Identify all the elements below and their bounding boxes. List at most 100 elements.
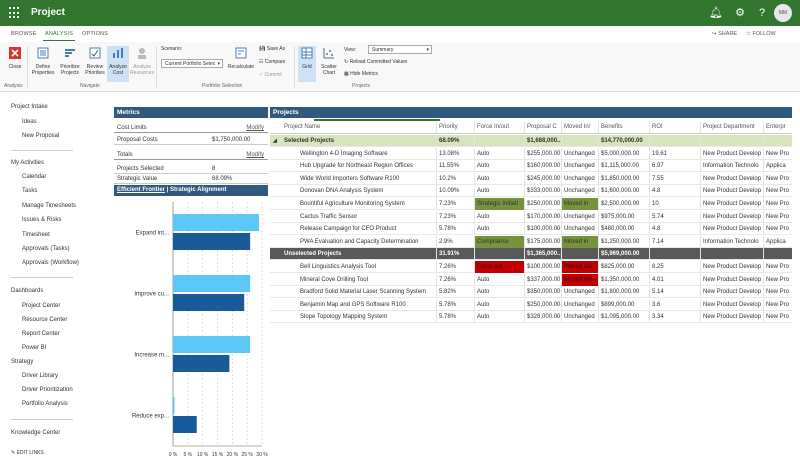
nav-resource-center[interactable]: Resource Center xyxy=(22,317,68,323)
table-cell[interactable]: $100,000.00 xyxy=(525,223,562,236)
help-icon[interactable]: ? xyxy=(758,7,766,19)
table-cell[interactable]: 19.61 xyxy=(650,147,701,160)
table-cell[interactable]: $333,000.00 xyxy=(525,185,562,198)
table-cell[interactable]: $350,000.00 xyxy=(525,286,562,299)
table-cell[interactable]: $5,000,000.00 xyxy=(599,147,650,160)
scatter-chart-button[interactable]: Scatter Chart xyxy=(318,46,340,76)
table-cell[interactable]: $160,000.00 xyxy=(525,160,562,173)
table-cell[interactable] xyxy=(650,135,701,147)
table-cell[interactable]: Auto xyxy=(475,172,525,185)
table-cell[interactable]: New Product Develop xyxy=(701,172,764,185)
table-cell[interactable]: 2.9% xyxy=(437,235,475,248)
table-cell[interactable]: Auto xyxy=(475,210,525,223)
table-cell[interactable]: Auto xyxy=(475,298,525,311)
table-cell[interactable]: Wellington 4-D Imaging Software xyxy=(298,147,437,160)
group-row[interactable]: ◢ Selected Projects 68.09% $1,688,000... $14… xyxy=(270,135,792,147)
column-header[interactable]: Project Department xyxy=(701,121,764,133)
table-cell[interactable]: $1,850,000.00 xyxy=(599,172,650,185)
table-cell[interactable]: New Product Develop xyxy=(701,147,764,160)
table-cell[interactable] xyxy=(475,248,525,261)
nav-portfolio-analysis[interactable]: Portfolio Analysis xyxy=(22,401,68,407)
table-cell[interactable]: Information Technolo xyxy=(701,235,764,248)
table-cell[interactable]: 10.09% xyxy=(437,185,475,198)
prioritize-projects-button[interactable]: Prioritize Projects xyxy=(57,46,83,76)
bell-icon[interactable]: 🔔︎ xyxy=(709,7,723,19)
table-cell[interactable]: 6.97 xyxy=(650,160,701,173)
nav-approvals-workflow[interactable]: Approvals (Workflow) xyxy=(22,260,79,266)
table-cell[interactable]: New Pro xyxy=(764,261,792,273)
define-properties-button[interactable]: Define Properties xyxy=(30,46,56,76)
table-cell[interactable]: $250,000.00 xyxy=(525,298,562,311)
table-cell[interactable]: Unchanged xyxy=(562,210,599,223)
table-cell[interactable]: Donovan DNA Analysis System xyxy=(298,185,437,198)
tab-analysis[interactable]: ANALYSIS xyxy=(42,31,76,41)
edit-links-button[interactable]: ✎ EDIT LINKS xyxy=(11,450,44,456)
table-cell[interactable]: Auto xyxy=(475,311,525,324)
table-cell[interactable]: $825,000.00 xyxy=(599,261,650,273)
table-cell[interactable]: $1,115,000.00 xyxy=(599,160,650,173)
nav-my-activities[interactable]: My Activities xyxy=(11,160,45,166)
nav-issues-risks[interactable]: Issues & Risks xyxy=(22,217,62,223)
table-cell[interactable]: 13.08% xyxy=(437,147,475,160)
table-cell[interactable]: Slope Topology Mapping System xyxy=(298,311,437,324)
table-row[interactable]: Cactus Traffic Sensor 7.23% Auto $170,000.0… xyxy=(270,210,792,223)
table-cell[interactable]: Auto xyxy=(475,160,525,173)
table-cell[interactable]: 8.25 xyxy=(650,261,701,273)
table-cell[interactable]: Auto xyxy=(475,286,525,299)
table-cell[interactable]: $1,350,000.00 xyxy=(599,273,650,286)
nav-driver-library[interactable]: Driver Library xyxy=(22,373,59,379)
table-cell[interactable]: Auto xyxy=(475,273,525,286)
app-title[interactable]: Project xyxy=(31,7,65,18)
table-cell[interactable]: Strategic Initiati xyxy=(475,198,525,210)
table-cell[interactable]: 7.23% xyxy=(437,210,475,223)
table-cell[interactable]: 7.26% xyxy=(437,261,475,273)
table-cell[interactable]: Force out xyxy=(475,261,525,273)
table-cell[interactable] xyxy=(562,135,599,147)
table-row[interactable]: Slope Topology Mapping System 5.78% Auto $3… xyxy=(270,311,792,324)
table-cell[interactable]: New Pro xyxy=(764,198,792,210)
table-cell[interactable] xyxy=(475,135,525,147)
nav-dashboards[interactable]: Dashboards xyxy=(11,288,44,294)
table-row[interactable]: Hub Upgrade for Northeast Region Offices… xyxy=(270,160,792,173)
table-cell[interactable] xyxy=(701,248,764,261)
share-button[interactable]: ↪ SHARE xyxy=(712,31,738,37)
column-header[interactable]: Project Name xyxy=(282,121,437,133)
table-cell[interactable]: Bountiful Agriculture Monitoring System xyxy=(298,198,437,210)
table-cell[interactable]: Unchanged xyxy=(562,298,599,311)
table-cell[interactable]: Bell Linguistics Analysis Tool xyxy=(298,261,437,273)
column-header[interactable]: Benefits xyxy=(599,121,650,133)
reload-committed-button[interactable]: ↻ Reload Committed Values xyxy=(344,59,408,65)
table-cell[interactable]: 5.78% xyxy=(437,223,475,236)
table-cell[interactable]: $1,688,000... xyxy=(525,135,562,147)
table-cell[interactable]: Auto xyxy=(475,223,525,236)
column-header[interactable]: ROI xyxy=(650,121,701,133)
table-cell[interactable]: $1,365,000... xyxy=(525,248,562,261)
hide-metrics-button[interactable]: ▦ Hide Metrics xyxy=(344,71,378,77)
table-cell[interactable]: New Product Develop xyxy=(701,198,764,210)
table-cell[interactable]: New Product Develop xyxy=(701,261,764,273)
table-cell[interactable]: New Pro xyxy=(764,223,792,235)
follow-button[interactable]: ☆ FOLLOW xyxy=(746,31,776,37)
table-cell[interactable]: Information Technolo xyxy=(701,160,764,173)
table-row[interactable]: Bountiful Agriculture Monitoring System 7… xyxy=(270,198,792,210)
tab-browse[interactable]: BROWSE xyxy=(11,31,37,37)
nav-project-center[interactable]: Project Center xyxy=(22,303,61,309)
table-cell[interactable]: Applica xyxy=(764,160,792,172)
table-cell[interactable]: Unchanged xyxy=(562,172,599,185)
nav-new-proposal[interactable]: New Proposal xyxy=(22,133,60,139)
table-cell[interactable]: 5.74 xyxy=(650,210,701,223)
analyze-cost-button[interactable]: Analyze Cost xyxy=(107,46,129,82)
table-cell[interactable]: $175,000.00 xyxy=(525,235,562,248)
table-cell[interactable]: $255,000.00 xyxy=(525,147,562,160)
table-cell[interactable]: Mineral Cove Drilling Tool xyxy=(298,273,437,286)
table-cell[interactable]: Moved in xyxy=(562,198,599,210)
table-row[interactable]: Wellington 4-D Imaging Software 13.08% Aut… xyxy=(270,147,792,160)
table-cell[interactable]: $1,600,000.00 xyxy=(599,185,650,198)
gear-icon[interactable]: ⚙ xyxy=(735,7,745,19)
table-cell[interactable] xyxy=(650,248,701,261)
table-cell[interactable]: 5.82% xyxy=(437,286,475,299)
nav-manage-timesheets[interactable]: Manage Timesheets xyxy=(22,203,77,209)
table-cell[interactable]: 5.78% xyxy=(437,298,475,311)
table-row[interactable]: Bradford Solid Material Laser Scanning S… xyxy=(270,286,792,299)
table-row[interactable]: Bell Linguistics Analysis Tool 7.26% Force… xyxy=(270,261,792,273)
